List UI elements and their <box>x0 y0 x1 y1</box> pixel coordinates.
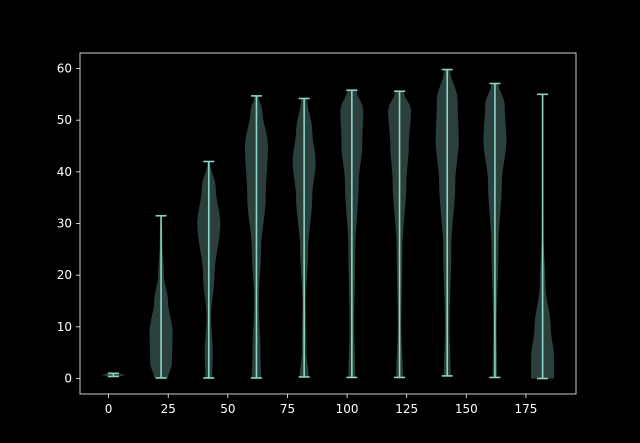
violin-0 <box>101 372 125 378</box>
violin-8 <box>483 82 507 379</box>
x-tick-label: 125 <box>395 402 418 416</box>
violin-6 <box>388 90 412 379</box>
y-tick-label: 30 <box>57 217 72 231</box>
violin-3 <box>244 95 268 379</box>
x-tick-label: 75 <box>280 402 295 416</box>
violin-1 <box>149 214 173 379</box>
violin-9 <box>531 93 555 380</box>
x-tick-label: 150 <box>455 402 478 416</box>
y-tick-label: 0 <box>64 372 72 386</box>
y-axis: 0 10 20 30 40 50 60 <box>57 62 80 386</box>
y-tick-label: 50 <box>57 113 72 127</box>
violins-layer <box>101 68 555 380</box>
x-tick-label: 25 <box>161 402 176 416</box>
x-tick-label: 0 <box>105 402 113 416</box>
violin-7 <box>435 68 459 377</box>
y-tick-label: 40 <box>57 165 72 179</box>
y-tick-label: 60 <box>57 62 72 76</box>
violin-2 <box>197 160 221 379</box>
violin-5 <box>340 89 364 379</box>
violin-4 <box>292 97 316 378</box>
x-tick-label: 175 <box>514 402 537 416</box>
y-tick-label: 20 <box>57 268 72 282</box>
x-tick-label: 50 <box>220 402 235 416</box>
x-axis: 0 25 50 75 100 125 150 175 <box>105 394 537 416</box>
y-tick-label: 10 <box>57 320 72 334</box>
x-tick-label: 100 <box>336 402 359 416</box>
